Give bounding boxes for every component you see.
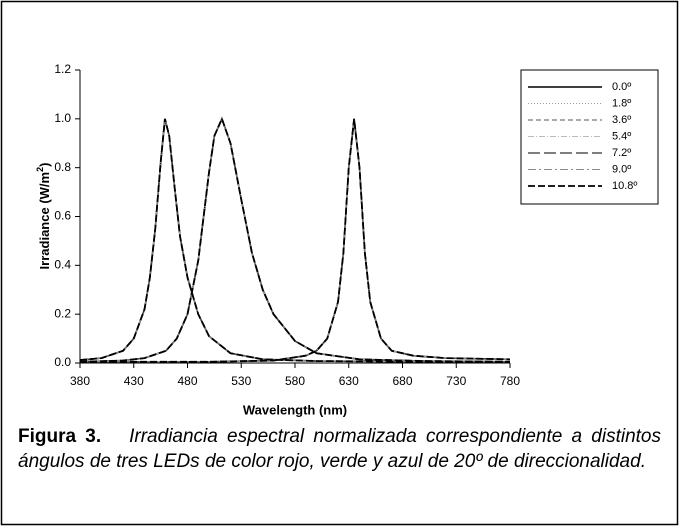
series-line bbox=[79, 118, 510, 363]
y-tick-label: 0.0 bbox=[54, 355, 71, 369]
series-line bbox=[79, 118, 510, 363]
legend-label: 5.4º bbox=[612, 130, 631, 142]
series-line bbox=[79, 116, 511, 363]
legend-label: 10.8º bbox=[612, 180, 637, 192]
series-line bbox=[79, 117, 511, 363]
x-tick-label: 580 bbox=[285, 374, 305, 388]
series-line bbox=[79, 116, 511, 363]
legend-label: 1.8º bbox=[612, 97, 631, 109]
caption-label: Figura 3. bbox=[18, 426, 102, 447]
series-line bbox=[79, 117, 511, 363]
series-line bbox=[79, 118, 510, 363]
y-title-part: ) bbox=[37, 163, 52, 167]
caption-text: Irradiancia espectral normalizada corres… bbox=[18, 426, 661, 472]
series-line bbox=[79, 117, 511, 363]
y-tick-label: 0.8 bbox=[54, 160, 71, 174]
caption: Figura 3. Irradiancia espectral normaliza… bbox=[18, 424, 661, 474]
series-line bbox=[80, 118, 511, 363]
series-line bbox=[80, 118, 511, 363]
y-tick-label: 0.4 bbox=[54, 258, 71, 272]
series-line bbox=[79, 118, 510, 363]
series-line bbox=[79, 118, 510, 363]
legend-label: 0.0º bbox=[612, 81, 631, 93]
series-line bbox=[80, 118, 511, 363]
x-tick-label: 430 bbox=[124, 374, 144, 388]
series-line bbox=[79, 117, 511, 363]
x-tick-label: 630 bbox=[339, 374, 359, 388]
x-tick-label: 680 bbox=[392, 374, 412, 388]
series-line bbox=[80, 118, 511, 363]
x-tick-label: 530 bbox=[231, 374, 251, 388]
x-axis-title: Wavelength (nm) bbox=[243, 402, 347, 417]
y-title-sup: 2 bbox=[35, 167, 45, 172]
x-tick-label: 480 bbox=[177, 374, 197, 388]
series-line bbox=[79, 118, 510, 363]
legend-label: 9.0º bbox=[612, 163, 631, 175]
y-tick-label: 0.2 bbox=[54, 306, 71, 320]
series-line bbox=[79, 118, 510, 363]
series-line bbox=[80, 118, 511, 363]
y-title-part: Irradiance (W/m bbox=[37, 172, 52, 270]
series-line bbox=[80, 118, 511, 363]
x-tick-label: 780 bbox=[500, 374, 520, 388]
series-line bbox=[80, 118, 511, 363]
x-tick-label: 730 bbox=[446, 374, 466, 388]
y-tick-label: 1.2 bbox=[54, 62, 71, 76]
x-tick-label: 380 bbox=[70, 374, 90, 388]
y-tick-label: 1.0 bbox=[54, 111, 71, 125]
series-line bbox=[79, 117, 511, 363]
y-axis-title: Irradiance (W/m2) bbox=[35, 163, 52, 270]
y-tick-label: 0.6 bbox=[54, 209, 71, 223]
legend-label: 3.6º bbox=[612, 114, 631, 126]
legend-label: 7.2º bbox=[612, 147, 631, 159]
